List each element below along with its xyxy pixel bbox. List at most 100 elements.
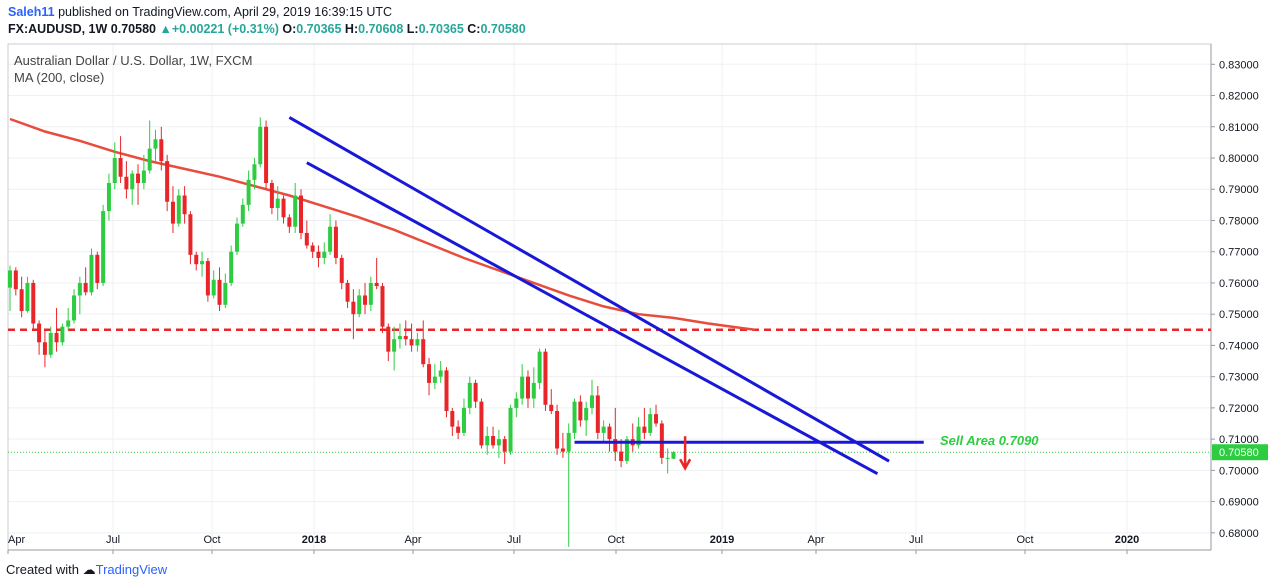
candle-body: [72, 295, 77, 321]
low-value: 0.70365: [418, 22, 464, 36]
candle-down: [205, 257, 210, 302]
time-tick-label: 2019: [710, 534, 734, 546]
candle-body: [339, 257, 344, 283]
candle-up: [636, 417, 641, 449]
candle-up: [234, 217, 239, 255]
horizontal-levels: [8, 328, 1211, 453]
candle-down: [83, 267, 88, 296]
candle-body: [421, 339, 426, 365]
candle-up: [572, 398, 577, 440]
candle-up: [89, 248, 94, 296]
candle-body: [234, 223, 239, 252]
candle-body: [13, 270, 18, 290]
candle-up: [461, 398, 466, 436]
candle-down: [299, 189, 303, 240]
candle-body: [403, 336, 408, 340]
candle-down: [310, 242, 315, 258]
candle-down: [560, 432, 565, 458]
price-axis[interactable]: 0.68000 0.69000 0.70000 0.71000 0.72000 0.730…: [1211, 59, 1259, 540]
candle-down: [479, 398, 484, 449]
time-tick-label: Oct: [1016, 534, 1033, 546]
candle-body: [438, 370, 443, 377]
candle-body: [170, 201, 175, 224]
candle-body: [223, 282, 228, 305]
candle-down: [427, 357, 432, 396]
candle-down: [95, 251, 100, 290]
candle-body: [572, 401, 577, 433]
candle-body: [601, 426, 606, 433]
candle-body: [101, 211, 106, 283]
candle-body: [392, 339, 397, 352]
candle-body: [200, 261, 205, 265]
price-tick-label: 0.71000: [1219, 434, 1259, 446]
candle-body: [345, 282, 350, 302]
candle-body: [549, 404, 554, 412]
candle-down: [165, 154, 170, 212]
candle-up: [514, 392, 519, 418]
tradingview-brand-link[interactable]: TradingView: [95, 562, 168, 577]
candle-down: [578, 395, 583, 427]
candle-body: [520, 376, 525, 399]
candle-up: [392, 326, 397, 371]
candle-body: [176, 195, 181, 224]
candle-up: [48, 326, 53, 358]
candle-body: [654, 414, 659, 424]
candle-body: [240, 204, 245, 224]
candle-up: [240, 198, 245, 227]
candle-up: [537, 348, 542, 390]
price-tick-label: 0.77000: [1219, 247, 1259, 259]
candle-body: [269, 182, 274, 208]
trendlines[interactable]: [288, 116, 924, 475]
candle-up: [223, 273, 228, 308]
candle-body: [665, 457, 670, 459]
candle-body: [118, 158, 123, 177]
change-value: +0.00221 (+0.31%): [171, 22, 279, 36]
plot-frame: [7, 43, 1212, 551]
price-tick-label: 0.72000: [1219, 403, 1259, 415]
candle-body: [619, 451, 624, 461]
candle-body: [147, 148, 152, 171]
candle-down: [403, 320, 408, 346]
price-tick-label: 0.70000: [1219, 465, 1259, 477]
candle-body: [293, 195, 298, 227]
candle-body: [106, 182, 111, 212]
trendline: [288, 116, 890, 463]
candle-down: [543, 348, 548, 412]
candle-body: [287, 217, 292, 227]
time-tick-label: Oct: [607, 534, 624, 546]
footer: Created with ☁TradingView: [6, 562, 167, 578]
candle-body: [537, 351, 542, 383]
candle-body: [194, 254, 199, 265]
candle-down: [374, 257, 379, 290]
candle-down: [363, 282, 368, 315]
tradingview-cloud-icon: ☁: [82, 562, 96, 577]
candle-up: [252, 158, 257, 190]
indicator-legend: MA (200, close): [14, 70, 104, 85]
candle-body: [77, 282, 82, 296]
price-tick-label: 0.82000: [1219, 91, 1259, 103]
candle-down: [19, 276, 24, 318]
candle-body: [304, 232, 309, 246]
candle-down: [450, 407, 455, 436]
candle-body: [37, 323, 42, 343]
candle-down: [124, 161, 129, 199]
candle-up: [665, 448, 670, 474]
candle-body: [578, 401, 583, 421]
candle-up: [566, 423, 571, 547]
up-triangle-icon: ▲: [159, 22, 172, 36]
candle-body: [560, 448, 565, 452]
candle-body: [397, 336, 402, 340]
candle-body: [328, 226, 333, 252]
candle-body: [246, 179, 251, 205]
price-tick-label: 0.68000: [1219, 528, 1259, 540]
candle-body: [252, 164, 257, 180]
candle-body: [642, 426, 647, 433]
candle-body: [374, 282, 379, 287]
candle-body: [590, 395, 594, 408]
time-axis[interactable]: Apr Jul Oct 2018 Apr Jul Oct 2019 Apr Jul Oct 2020: [7, 534, 1211, 554]
candle-body: [415, 339, 420, 346]
candle-body: [456, 426, 461, 433]
candle-down: [333, 220, 338, 265]
author-link[interactable]: Saleh11: [8, 5, 55, 19]
